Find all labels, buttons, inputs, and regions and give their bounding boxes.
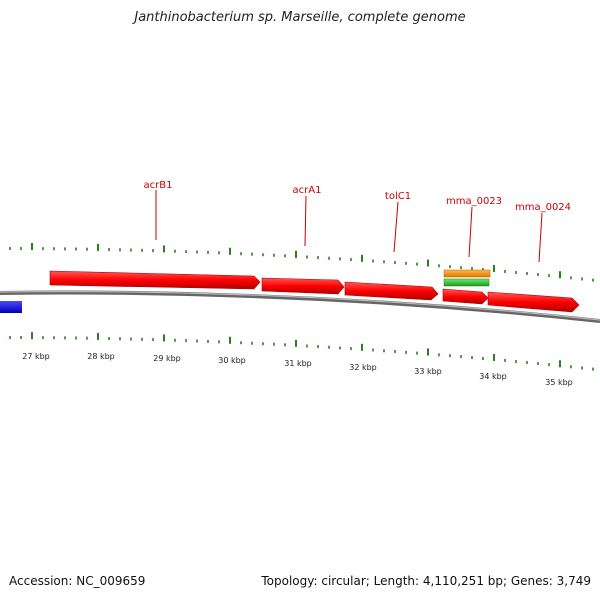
gc-content-track	[9, 243, 594, 282]
gene-label-acrB1[interactable]: acrB1	[144, 180, 173, 191]
kbp-label: 31 kbp	[284, 359, 312, 368]
feature-orange-bar[interactable]	[443, 269, 491, 278]
kbp-label: 30 kbp	[218, 356, 246, 365]
gene-reverse[interactable]	[0, 301, 22, 313]
gene-mma-0024[interactable]	[487, 291, 580, 313]
gene-label-tolC1[interactable]: tolC1	[385, 191, 411, 202]
kbp-label: 29 kbp	[153, 354, 181, 363]
feature-green-bar[interactable]	[443, 278, 490, 287]
gene-mma-0023[interactable]	[442, 288, 489, 305]
kbp-label: 34 kbp	[479, 372, 507, 381]
leader-line-mma-0024	[538, 212, 543, 263]
gene-label-mma-0023[interactable]: mma_0023	[446, 196, 502, 207]
kbp-label: 32 kbp	[349, 363, 377, 372]
gene-label-acrA1[interactable]: acrA1	[293, 185, 322, 196]
leader-line-tolC1	[393, 201, 399, 253]
kbp-label: 28 kbp	[87, 352, 115, 361]
gene-tolC1[interactable]	[344, 281, 439, 301]
kbp-label: 27 kbp	[22, 352, 50, 361]
kbp-label: 33 kbp	[414, 367, 442, 376]
accession-text: Accession: NC_009659	[9, 574, 146, 588]
genome-backbone-highlight	[0, 290, 600, 321]
genome-stats-text: Topology: circular; Length: 4,110,251 bp…	[261, 574, 591, 588]
map-title: Janthinobacterium sp. Marseille, complet…	[134, 10, 466, 25]
leader-line-mma-0023	[468, 206, 473, 258]
gene-acrA1[interactable]	[261, 277, 345, 295]
genome-backbone	[0, 290, 600, 323]
gene-acrB1[interactable]	[49, 270, 261, 290]
leader-line-acrA1	[304, 195, 307, 247]
kbp-scale: 27 kbp 28 kbp 29 kbp 30 kbp 31 kbp 32 kb…	[22, 352, 573, 387]
gene-label-mma-0024[interactable]: mma_0024	[515, 202, 571, 213]
gene-label-group: acrB1 acrA1 tolC1 mma_0023 mma_0024	[144, 180, 571, 263]
gc-skew-track	[9, 332, 594, 371]
kbp-label: 35 kbp	[545, 378, 573, 387]
